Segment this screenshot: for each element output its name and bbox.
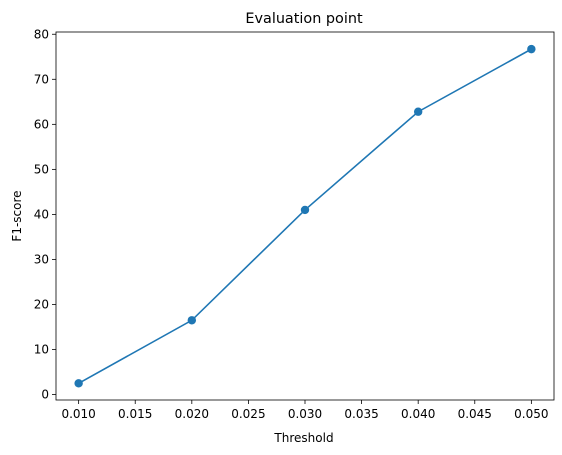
y-tick-label: 0 (41, 388, 49, 402)
chart-title: Evaluation point (245, 11, 363, 27)
x-tick-label: 0.050 (514, 407, 548, 421)
data-point (187, 316, 197, 325)
x-tick-label: 0.025 (231, 407, 265, 421)
y-tick-label: 60 (34, 117, 49, 131)
x-tick-label: 0.010 (61, 407, 95, 421)
y-tick-label: 30 (34, 252, 49, 266)
y-tick-label: 40 (34, 207, 49, 221)
plot-frame (55, 31, 555, 401)
y-tick-label: 10 (34, 343, 49, 357)
x-tick-label: 0.020 (175, 407, 209, 421)
y-tick-label: 20 (34, 298, 49, 312)
x-tick-label: 0.035 (344, 407, 378, 421)
x-axis-label: Threshold (273, 431, 333, 445)
series-line (78, 48, 532, 385)
plot-area: 0.010 0.015 0.020 0.025 0.030 0.035 0.040 0.045… (34, 27, 555, 421)
x-tick-label: 0.040 (401, 407, 435, 421)
x-tick-label: 0.015 (118, 407, 152, 421)
data-point (300, 205, 310, 215)
data-point (74, 379, 83, 388)
x-tick-label: 0.045 (458, 407, 492, 421)
y-tick-label: 50 (34, 162, 49, 176)
y-tick-label: 70 (34, 72, 49, 86)
y-tick-label: 80 (34, 27, 49, 41)
x-tick-label: 0.030 (288, 407, 322, 421)
y-axis-label: F1-score (10, 190, 24, 241)
data-point (413, 107, 423, 116)
data-point (527, 44, 536, 54)
